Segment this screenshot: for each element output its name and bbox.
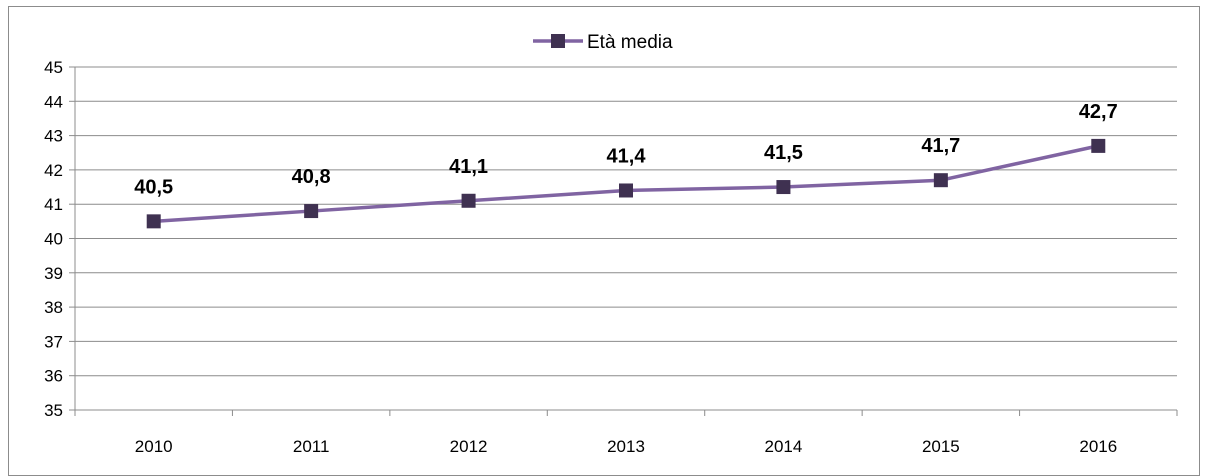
y-tick-label: 36 [44, 367, 63, 386]
y-tick-label: 37 [44, 332, 63, 351]
legend-marker-swatch [551, 34, 565, 48]
data-label: 41,5 [764, 142, 803, 164]
y-tick-label: 38 [44, 298, 63, 317]
line-chart: 35 36 37 38 39 40 41 42 43 44 45 2010 2011 2012 2013 20… [44, 32, 1178, 456]
data-point-marker [619, 183, 633, 198]
data-point-marker [776, 180, 791, 195]
x-tick-label: 2016 [1079, 437, 1117, 456]
data-label: 41,4 [607, 145, 647, 167]
data-point-marker [146, 214, 161, 229]
y-tick-label: 42 [44, 161, 63, 180]
data-point-marker [304, 204, 319, 219]
data-label: 40,5 [134, 176, 173, 198]
data-label: 41,1 [449, 156, 488, 178]
y-tick-label: 40 [44, 230, 63, 249]
data-label: 40,8 [292, 166, 331, 188]
x-tick-label: 2013 [607, 437, 645, 456]
x-tick-label: 2010 [135, 437, 173, 456]
grid-lines [75, 66, 1177, 411]
data-point-marker [933, 173, 948, 188]
y-tick-label: 44 [44, 92, 63, 111]
series-layer [146, 138, 1106, 229]
data-point-marker [1091, 138, 1106, 153]
data-point-marker [461, 193, 476, 208]
y-tick-label: 45 [44, 58, 63, 77]
legend-label: Età media [587, 32, 673, 53]
y-tick-label: 35 [44, 401, 63, 420]
x-tick-label: 2014 [765, 437, 803, 456]
y-tick-label: 39 [44, 264, 63, 283]
x-tick-label: 2012 [450, 437, 488, 456]
x-tick-label: 2011 [293, 437, 330, 456]
legend: Età media [533, 32, 673, 53]
axes: 35 36 37 38 39 40 41 42 43 44 45 2010 2011 2012 2013 20… [44, 58, 1178, 456]
data-label: 42,7 [1079, 101, 1118, 123]
y-tick-label: 43 [44, 127, 63, 146]
data-label: 41,7 [921, 135, 960, 157]
x-tick-label: 2015 [922, 437, 960, 456]
data-labels: 40,5 40,8 41,1 41,4 41,5 41,7 42,7 [134, 101, 1118, 198]
y-tick-label: 41 [44, 195, 63, 214]
